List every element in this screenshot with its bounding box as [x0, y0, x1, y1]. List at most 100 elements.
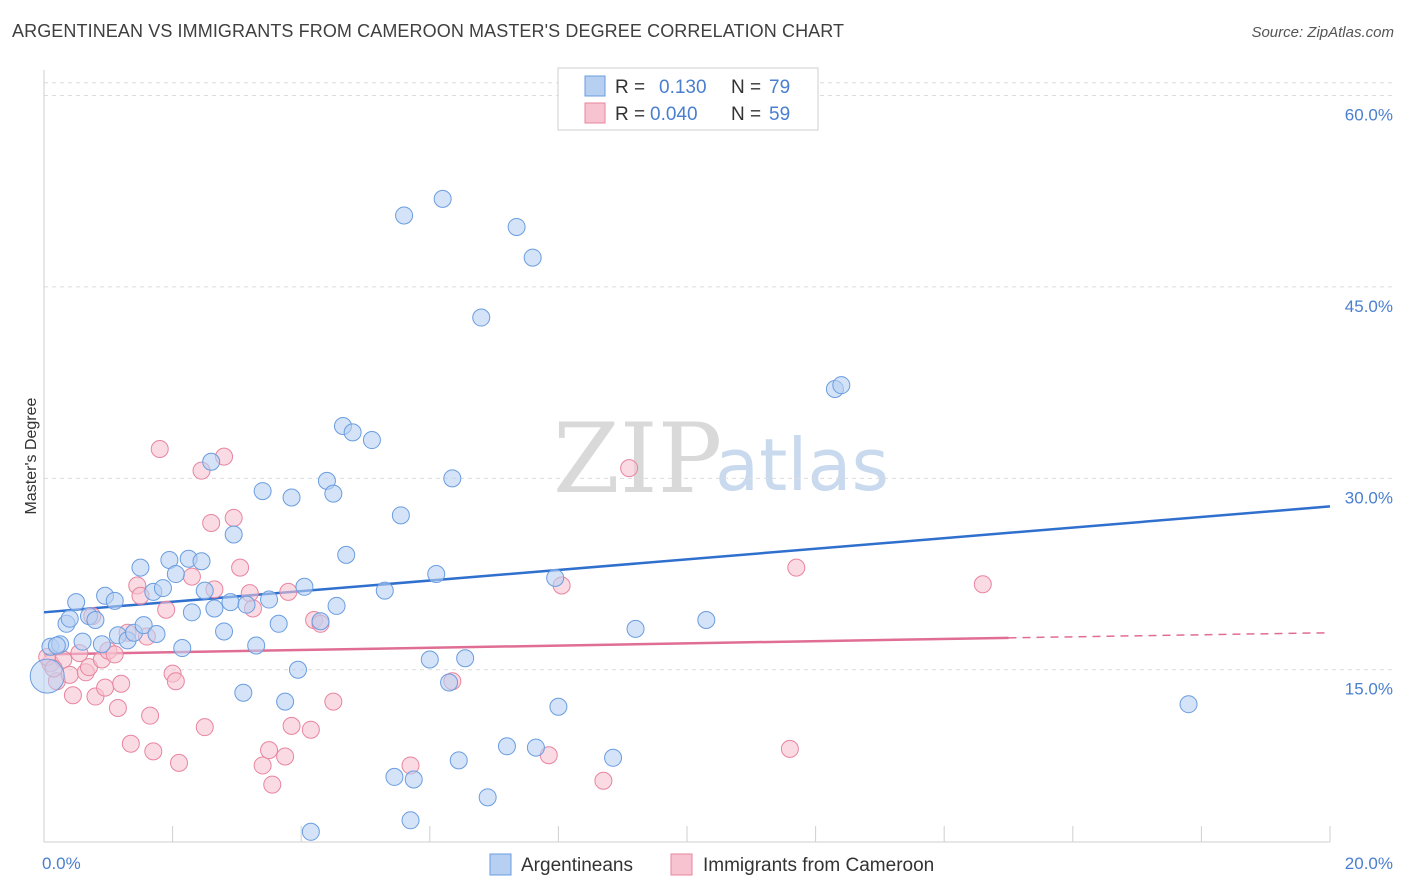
point-cameroon	[144, 742, 163, 761]
point-cameroon	[301, 720, 320, 739]
legend-swatch-argentineans	[584, 75, 606, 97]
point-cameroon	[108, 699, 127, 718]
chart-title: ARGENTINEAN VS IMMIGRANTS FROM CAMEROON …	[12, 21, 845, 41]
point-argentineans	[449, 751, 468, 770]
point-cameroon	[324, 692, 343, 711]
point-argentineans	[546, 568, 565, 587]
point-argentineans	[433, 189, 452, 208]
point-argentineans	[526, 738, 545, 757]
point-argentineans	[404, 770, 423, 789]
point-argentineans	[337, 545, 356, 564]
point-cameroon	[63, 686, 82, 705]
point-argentineans	[131, 558, 150, 577]
point-argentineans	[478, 788, 497, 807]
point-argentineans	[523, 248, 542, 267]
point-cameroon	[105, 645, 124, 664]
point-argentineans	[497, 737, 516, 756]
y-tick-label: 30.0%	[1345, 488, 1393, 507]
point-cameroon	[231, 558, 250, 577]
point-cameroon	[182, 567, 201, 586]
point-argentineans	[224, 525, 243, 544]
point-argentineans	[472, 308, 491, 327]
legend-r-label: R =	[615, 77, 645, 98]
point-argentineans	[153, 579, 172, 598]
point-argentineans	[105, 591, 124, 610]
point-cameroon	[150, 439, 169, 458]
point-argentineans	[395, 206, 414, 225]
y-axis-label: Master's Degree	[23, 397, 40, 514]
trend-line-cameroon-extension	[1008, 631, 1331, 639]
trend-line-cameroon	[43, 636, 1009, 656]
point-argentineans	[182, 603, 201, 622]
point-argentineans	[288, 660, 307, 679]
y-tick-label: 60.0%	[1345, 106, 1393, 125]
point-argentineans	[47, 636, 66, 655]
point-argentineans	[362, 431, 381, 450]
point-argentineans	[86, 610, 105, 629]
point-argentineans	[221, 593, 240, 612]
gridlines	[44, 82, 1392, 671]
point-argentineans	[604, 748, 623, 767]
point-cameroon	[157, 600, 176, 619]
point-cameroon	[620, 459, 639, 478]
point-argentineans	[375, 581, 394, 600]
point-argentineans	[269, 614, 288, 633]
point-argentineans	[73, 632, 92, 651]
data-points	[29, 189, 1198, 841]
legend-r-value: 0.130	[659, 77, 707, 98]
point-argentineans	[295, 577, 314, 596]
point-argentineans	[60, 609, 79, 628]
point-argentineans	[29, 658, 65, 694]
point-argentineans	[147, 625, 166, 644]
legend-bottom-swatch-cameroon	[670, 853, 693, 876]
point-argentineans	[234, 683, 253, 702]
legend-bottom-label-cameroon: Immigrants from Cameroon	[703, 855, 934, 876]
point-cameroon	[263, 775, 282, 794]
point-argentineans	[260, 590, 279, 609]
legend-bottom: Argentineans Immigrants from Cameroon	[489, 853, 934, 876]
point-argentineans	[427, 565, 446, 584]
point-argentineans	[697, 610, 716, 629]
point-argentineans	[1179, 695, 1198, 714]
point-argentineans	[401, 811, 420, 830]
point-cameroon	[260, 741, 279, 760]
point-argentineans	[443, 469, 462, 488]
axes	[43, 70, 1331, 843]
point-argentineans	[92, 635, 111, 654]
point-cameroon	[166, 672, 185, 691]
y-tick-label: 45.0%	[1345, 297, 1393, 316]
point-cameroon	[282, 716, 301, 735]
point-argentineans	[343, 423, 362, 442]
point-argentineans	[507, 217, 526, 236]
point-cameroon	[279, 582, 298, 601]
point-argentineans	[385, 767, 404, 786]
point-argentineans	[134, 616, 153, 635]
legend-n-label: N =	[731, 77, 761, 98]
x-tick-labels: 0.0% 20.0%	[42, 854, 1393, 873]
legend-n-value: 59	[769, 104, 790, 125]
legend-top: R = 0.130 N = 79 R = 0.040 N = 59	[557, 67, 819, 131]
point-cameroon	[121, 734, 140, 753]
point-argentineans	[166, 565, 185, 584]
point-cameroon	[141, 706, 160, 725]
point-argentineans	[420, 650, 439, 669]
point-cameroon	[96, 678, 115, 697]
point-cameroon	[202, 513, 221, 532]
watermark-atlas: atlas	[715, 423, 889, 507]
point-cameroon	[170, 753, 189, 772]
point-argentineans	[195, 581, 214, 600]
point-argentineans	[626, 619, 645, 638]
point-argentineans	[253, 482, 272, 501]
legend-r-value: 0.040	[650, 104, 698, 125]
point-cameroon	[787, 558, 806, 577]
point-argentineans	[173, 639, 192, 658]
point-argentineans	[215, 622, 234, 641]
point-cameroon	[973, 575, 992, 594]
watermark-zip: ZIP	[553, 403, 722, 515]
legend-r-label: R =	[615, 104, 645, 125]
point-cameroon	[224, 508, 243, 527]
legend-bottom-swatch-argentineans	[489, 853, 512, 876]
point-cameroon	[195, 718, 214, 737]
legend-n-label: N =	[731, 104, 761, 125]
point-cameroon	[780, 739, 799, 758]
